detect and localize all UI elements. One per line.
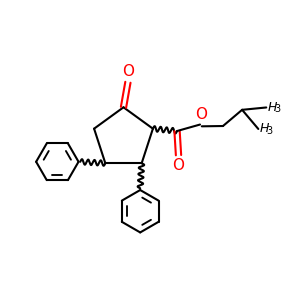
Text: O: O xyxy=(195,106,207,122)
Text: H: H xyxy=(268,101,277,114)
Text: H: H xyxy=(260,122,269,136)
Text: O: O xyxy=(172,158,184,173)
Text: 3: 3 xyxy=(274,104,280,114)
Text: O: O xyxy=(122,64,134,79)
Text: 3: 3 xyxy=(266,126,272,136)
